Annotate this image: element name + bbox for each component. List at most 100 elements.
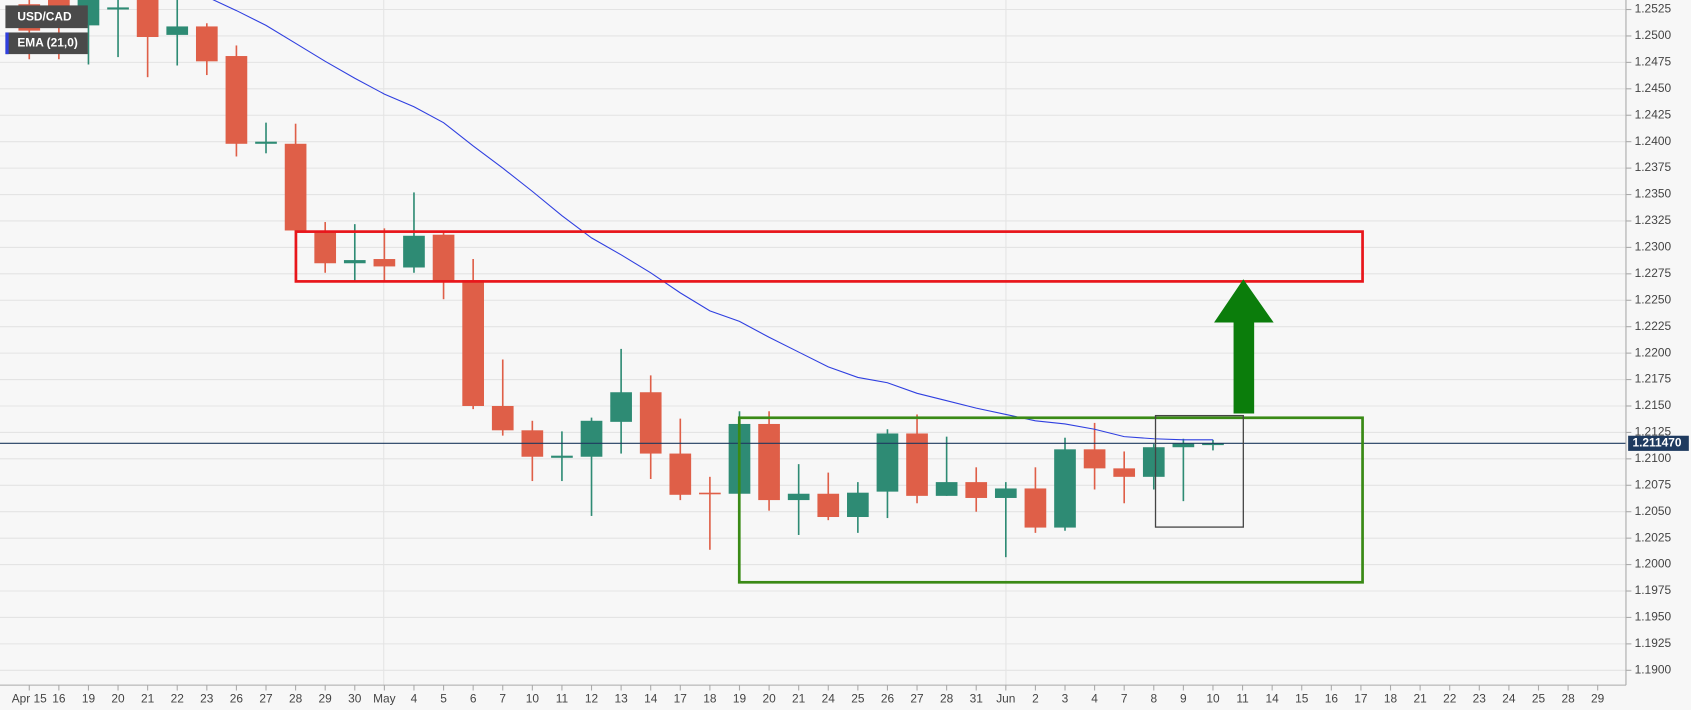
x-tick-label: 24: [1502, 691, 1516, 705]
x-tick-label: 15: [1295, 691, 1309, 705]
candle-body: [1054, 449, 1076, 528]
x-tick-label: 16: [52, 691, 66, 705]
x-tick-label: 19: [82, 691, 96, 705]
ema-line: [212, 0, 1213, 441]
x-tick-label: 4: [1091, 691, 1098, 705]
candle-body: [1202, 442, 1224, 446]
y-tick-label: 1.2000: [1635, 557, 1672, 571]
x-tick-label: 29: [319, 691, 333, 705]
legend-swatch: [5, 32, 9, 55]
x-tick-label: 18: [1384, 691, 1398, 705]
candle-body: [432, 234, 455, 282]
y-tick-label: 1.2150: [1635, 398, 1672, 412]
candle-body: [965, 482, 988, 498]
x-tick-label: 22: [1443, 691, 1457, 705]
x-tick-label: 28: [940, 691, 954, 705]
candle-body: [847, 492, 869, 518]
candle-body: [491, 405, 514, 431]
candle-body: [876, 433, 899, 492]
legend-label: USD/CAD: [17, 9, 72, 23]
candle-body: [462, 280, 484, 406]
candle-body: [551, 455, 573, 458]
x-tick-label: 25: [1532, 691, 1546, 705]
annotations: [294, 230, 1364, 584]
y-tick-label: 1.2400: [1635, 134, 1672, 148]
candle-body: [225, 56, 248, 144]
y-tick-label: 1.2075: [1635, 477, 1672, 491]
candle-body: [758, 423, 780, 501]
x-tick-label: 14: [644, 691, 658, 705]
last-price-tag: [1628, 435, 1689, 451]
x-tick-label: 31: [970, 691, 984, 705]
y-tick-label: 1.2125: [1635, 425, 1672, 439]
x-tick-label: 29: [1591, 691, 1605, 705]
y-tick-label: 1.2025: [1635, 530, 1672, 544]
x-tick-label: 30: [348, 691, 362, 705]
range-zone: [737, 416, 1364, 584]
x-tick-label: 11: [1236, 691, 1249, 705]
candle-body: [906, 433, 928, 496]
x-tick-label: 6: [470, 691, 477, 705]
candle-body: [580, 420, 603, 457]
candle-body: [1142, 447, 1165, 477]
y-tick-label: 1.2475: [1635, 55, 1672, 69]
x-tick-label: 18: [703, 691, 717, 705]
candle-body: [195, 26, 218, 62]
candle-body: [343, 260, 366, 264]
candle-body: [403, 235, 425, 268]
x-tick-label: 24: [822, 691, 836, 705]
x-tick-label: 26: [230, 691, 244, 705]
x-tick-label: 27: [259, 691, 273, 705]
x-axis-area: [0, 685, 1691, 710]
candle-body: [1024, 488, 1047, 528]
x-tick-label: 7: [499, 691, 506, 705]
legend-box: [5, 5, 88, 29]
candle-body: [107, 7, 129, 10]
y-tick-label: 1.2175: [1635, 372, 1672, 386]
x-tick-label: 4: [411, 691, 418, 705]
y-tick-label: 1.1900: [1635, 662, 1672, 676]
candle-body: [1113, 468, 1136, 477]
y-tick-label: 1.2375: [1635, 160, 1672, 174]
y-tick-label: 1.2500: [1635, 28, 1672, 42]
x-tick-label: 8: [1150, 691, 1157, 705]
x-tick-label: 5: [440, 691, 447, 705]
y-tick-label: 1.2300: [1635, 240, 1672, 254]
y-tick-label: 1.2425: [1635, 107, 1672, 121]
y-tick-label: 1.2225: [1635, 319, 1672, 333]
candle-body: [1083, 449, 1106, 469]
candle-body: [136, 0, 159, 38]
y-tick-label: 1.2350: [1635, 187, 1672, 201]
x-tick-label: 23: [200, 691, 214, 705]
x-tick-label: 22: [171, 691, 185, 705]
y-tick-label: 1.2250: [1635, 292, 1672, 306]
legend-box: [5, 32, 88, 55]
x-tick-label: 20: [111, 691, 125, 705]
candle-body: [1172, 442, 1195, 448]
candle-body: [994, 488, 1017, 498]
y-tick-label: 1.2200: [1635, 345, 1672, 359]
x-tick-label: 21: [141, 691, 155, 705]
candle-body: [787, 493, 810, 501]
x-tick-label: 17: [1354, 691, 1368, 705]
candle-body: [669, 453, 692, 495]
x-tick-label: 28: [1561, 691, 1575, 705]
legend: USD/CAD EMA (21,0): [5, 5, 88, 55]
y-tick-label: 1.1950: [1635, 610, 1672, 624]
focus-box: [1154, 414, 1244, 528]
x-tick-label: 12: [585, 691, 599, 705]
last-price-label: 1.211470: [1632, 435, 1681, 449]
x-tick-label: 26: [881, 691, 895, 705]
x-tick-label: 10: [526, 691, 540, 705]
candle-body: [314, 232, 337, 264]
x-tick-label: 21: [1413, 691, 1427, 705]
candle-body: [935, 482, 958, 496]
x-tick-label: 14: [1266, 691, 1280, 705]
x-tick-label: 2: [1032, 691, 1039, 705]
candle-body: [255, 141, 277, 144]
y-tick-label: 1.2525: [1635, 2, 1672, 16]
x-tick-label: 10: [1206, 691, 1220, 705]
